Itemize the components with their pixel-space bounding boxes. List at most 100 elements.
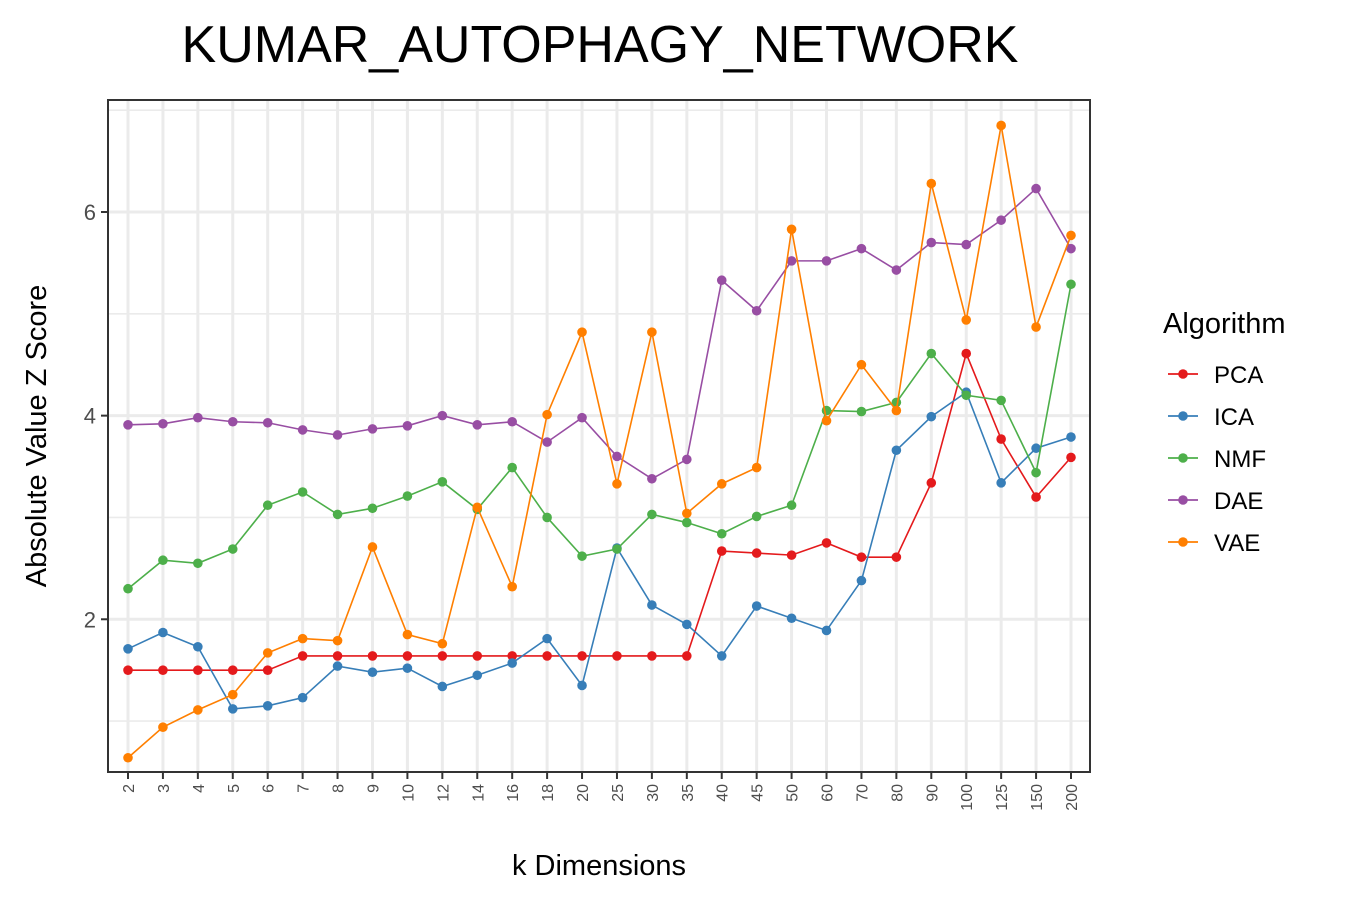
data-point	[926, 178, 937, 189]
data-point	[227, 689, 238, 700]
panel-border	[107, 99, 1091, 773]
data-point	[1066, 432, 1076, 442]
data-point	[751, 511, 762, 522]
data-point	[786, 550, 797, 560]
data-point	[472, 420, 483, 430]
data-point	[437, 477, 448, 487]
data-point	[577, 327, 587, 337]
x-axis-title: k Dimensions	[512, 850, 686, 882]
data-point	[332, 430, 343, 440]
data-point	[367, 667, 378, 678]
data-point	[262, 500, 273, 511]
x-tick-label: 200	[1064, 784, 1081, 811]
data-point	[821, 538, 832, 548]
x-tick-label: 6	[261, 784, 278, 793]
data-point	[716, 528, 727, 539]
legend-item-ica: ICA	[1168, 404, 1254, 431]
data-point	[821, 625, 832, 636]
data-point	[751, 548, 762, 558]
x-tick-label: 10	[400, 784, 417, 802]
data-point	[1066, 243, 1076, 254]
data-point	[507, 651, 517, 661]
x-tick-label: 16	[505, 784, 522, 802]
data-point	[158, 665, 168, 675]
data-point	[158, 722, 168, 732]
data-point	[123, 665, 133, 675]
x-tick-label: 20	[575, 784, 592, 802]
data-point	[193, 705, 203, 715]
data-point	[996, 434, 1006, 444]
data-point	[612, 651, 622, 661]
data-point	[716, 275, 727, 286]
x-tick-label: 18	[540, 784, 557, 802]
data-point	[158, 418, 168, 429]
y-axis-title: Absolute Value Z Score	[21, 285, 53, 588]
data-point	[996, 120, 1006, 131]
data-point	[332, 509, 343, 520]
data-point	[821, 256, 832, 266]
x-tick-label: 60	[820, 784, 837, 802]
data-point	[647, 509, 657, 520]
data-point	[227, 704, 238, 714]
legend-item-dae: DAE	[1168, 488, 1263, 515]
data-point	[367, 651, 378, 661]
data-point	[332, 651, 343, 661]
legend-key-point	[1178, 411, 1188, 421]
x-tick-label: 35	[680, 784, 697, 802]
data-point	[786, 224, 797, 235]
series-line	[127, 125, 1072, 759]
x-tick-label: 4	[191, 784, 208, 793]
data-point	[472, 502, 483, 513]
data-point	[891, 552, 902, 562]
data-point	[751, 462, 762, 473]
data-point	[158, 627, 168, 638]
legend-label: NMF	[1214, 446, 1266, 473]
data-point	[1031, 443, 1041, 454]
data-point	[1031, 492, 1041, 502]
data-point	[682, 651, 692, 661]
legend-key-point	[1178, 495, 1188, 505]
data-point	[542, 437, 552, 447]
data-point	[297, 651, 308, 661]
data-point	[856, 575, 867, 586]
data-point	[367, 542, 378, 552]
data-point	[507, 462, 517, 473]
data-point	[891, 265, 902, 275]
x-tick-label: 90	[924, 784, 941, 802]
data-point	[891, 445, 902, 456]
series-ica	[123, 387, 1076, 714]
data-point	[612, 544, 622, 554]
data-point	[647, 600, 657, 610]
data-point	[507, 581, 517, 592]
data-point	[647, 651, 657, 661]
x-tick-label: 80	[889, 784, 906, 802]
data-point	[856, 406, 867, 417]
data-point	[716, 546, 727, 556]
data-point	[332, 635, 343, 646]
x-axis: 2 3 4 5 6 7 8 9 10 12 14 16 18 20 25 30 35 40 45 50 60 70 80 90…	[121, 772, 1081, 811]
data-point	[751, 601, 762, 611]
data-point	[297, 633, 308, 644]
data-point	[961, 348, 972, 359]
data-point	[996, 395, 1006, 406]
data-point	[262, 648, 273, 658]
data-point	[297, 487, 308, 497]
legend-item-vae: VAE	[1168, 530, 1260, 557]
data-point	[262, 417, 273, 428]
data-point	[786, 613, 797, 624]
data-point	[577, 680, 587, 691]
data-point	[402, 421, 413, 431]
data-point	[123, 752, 133, 763]
legend: Algorithm PCA ICA NMF DAE VAE	[1163, 308, 1286, 557]
series-line	[127, 390, 1072, 710]
data-point	[193, 665, 203, 675]
data-point	[821, 415, 832, 426]
data-point	[227, 665, 238, 675]
data-point	[542, 409, 552, 420]
data-point	[402, 491, 413, 501]
legend-title: Algorithm	[1163, 308, 1286, 340]
y-tick-label: 6	[84, 200, 96, 225]
data-point	[402, 663, 413, 673]
data-point	[227, 416, 238, 427]
